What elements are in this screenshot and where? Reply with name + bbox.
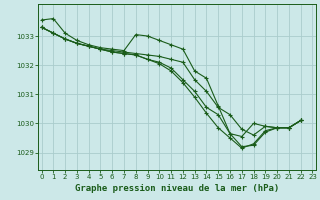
X-axis label: Graphe pression niveau de la mer (hPa): Graphe pression niveau de la mer (hPa) (75, 184, 279, 193)
